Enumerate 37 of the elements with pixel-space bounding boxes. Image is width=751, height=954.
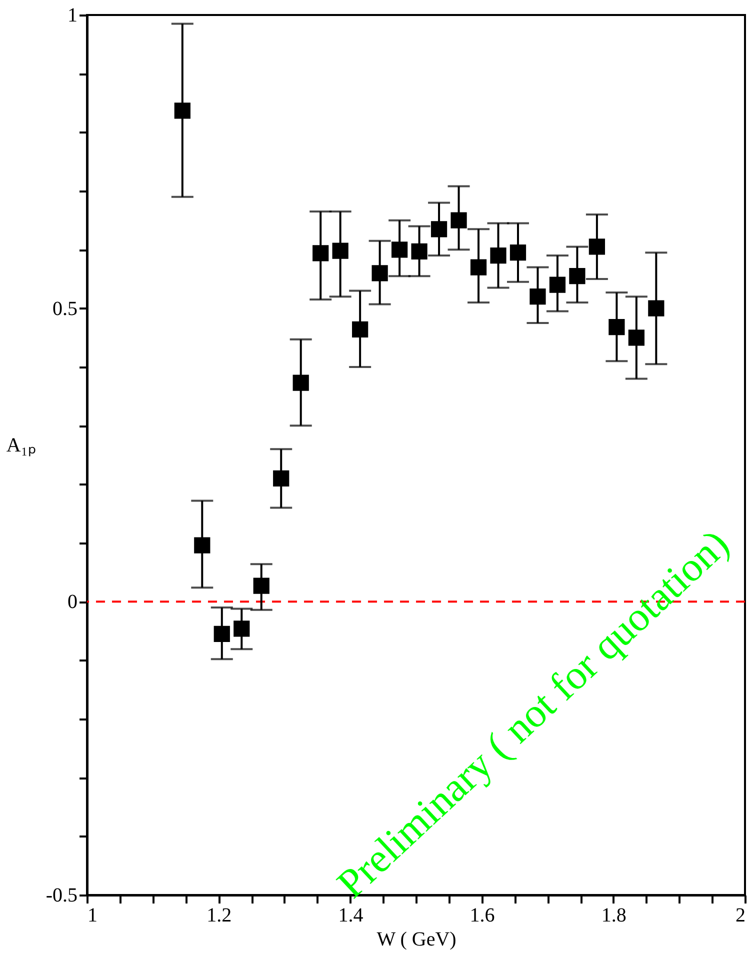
point (588, 238, 606, 255)
point (391, 242, 408, 258)
x-tick-label: 1.8 (601, 904, 626, 926)
point (608, 319, 625, 336)
point (273, 470, 290, 487)
y-axis-title: A₁ₚ (6, 434, 36, 456)
point (430, 221, 448, 238)
point (628, 330, 644, 346)
point (450, 212, 467, 228)
y-tick-label: 0 (68, 591, 78, 614)
y-tick-label: 0.5 (52, 298, 78, 320)
point (372, 265, 388, 282)
point (253, 578, 270, 594)
x-tick-label: 1.6 (470, 904, 495, 926)
x-tick-label: 1.2 (206, 904, 232, 926)
point (194, 537, 210, 554)
point (352, 321, 368, 338)
point (569, 268, 586, 284)
point (174, 102, 190, 119)
point (549, 276, 566, 293)
point (214, 626, 230, 642)
point (648, 300, 664, 316)
point (490, 247, 506, 264)
point (332, 242, 348, 259)
y-tick-label: 1 (68, 4, 78, 26)
point (510, 244, 526, 261)
y-tick-label: -0.5 (46, 884, 78, 906)
point (411, 243, 428, 260)
point (312, 245, 329, 262)
x-tick-label: 1 (88, 904, 98, 926)
point (470, 259, 487, 276)
point (530, 288, 546, 305)
x-axis-title: W ( GeV) (376, 928, 456, 950)
x-tick-label: 1.4 (338, 904, 364, 926)
x-tick-label: 2 (736, 904, 746, 926)
point (234, 620, 250, 637)
point (292, 374, 309, 391)
